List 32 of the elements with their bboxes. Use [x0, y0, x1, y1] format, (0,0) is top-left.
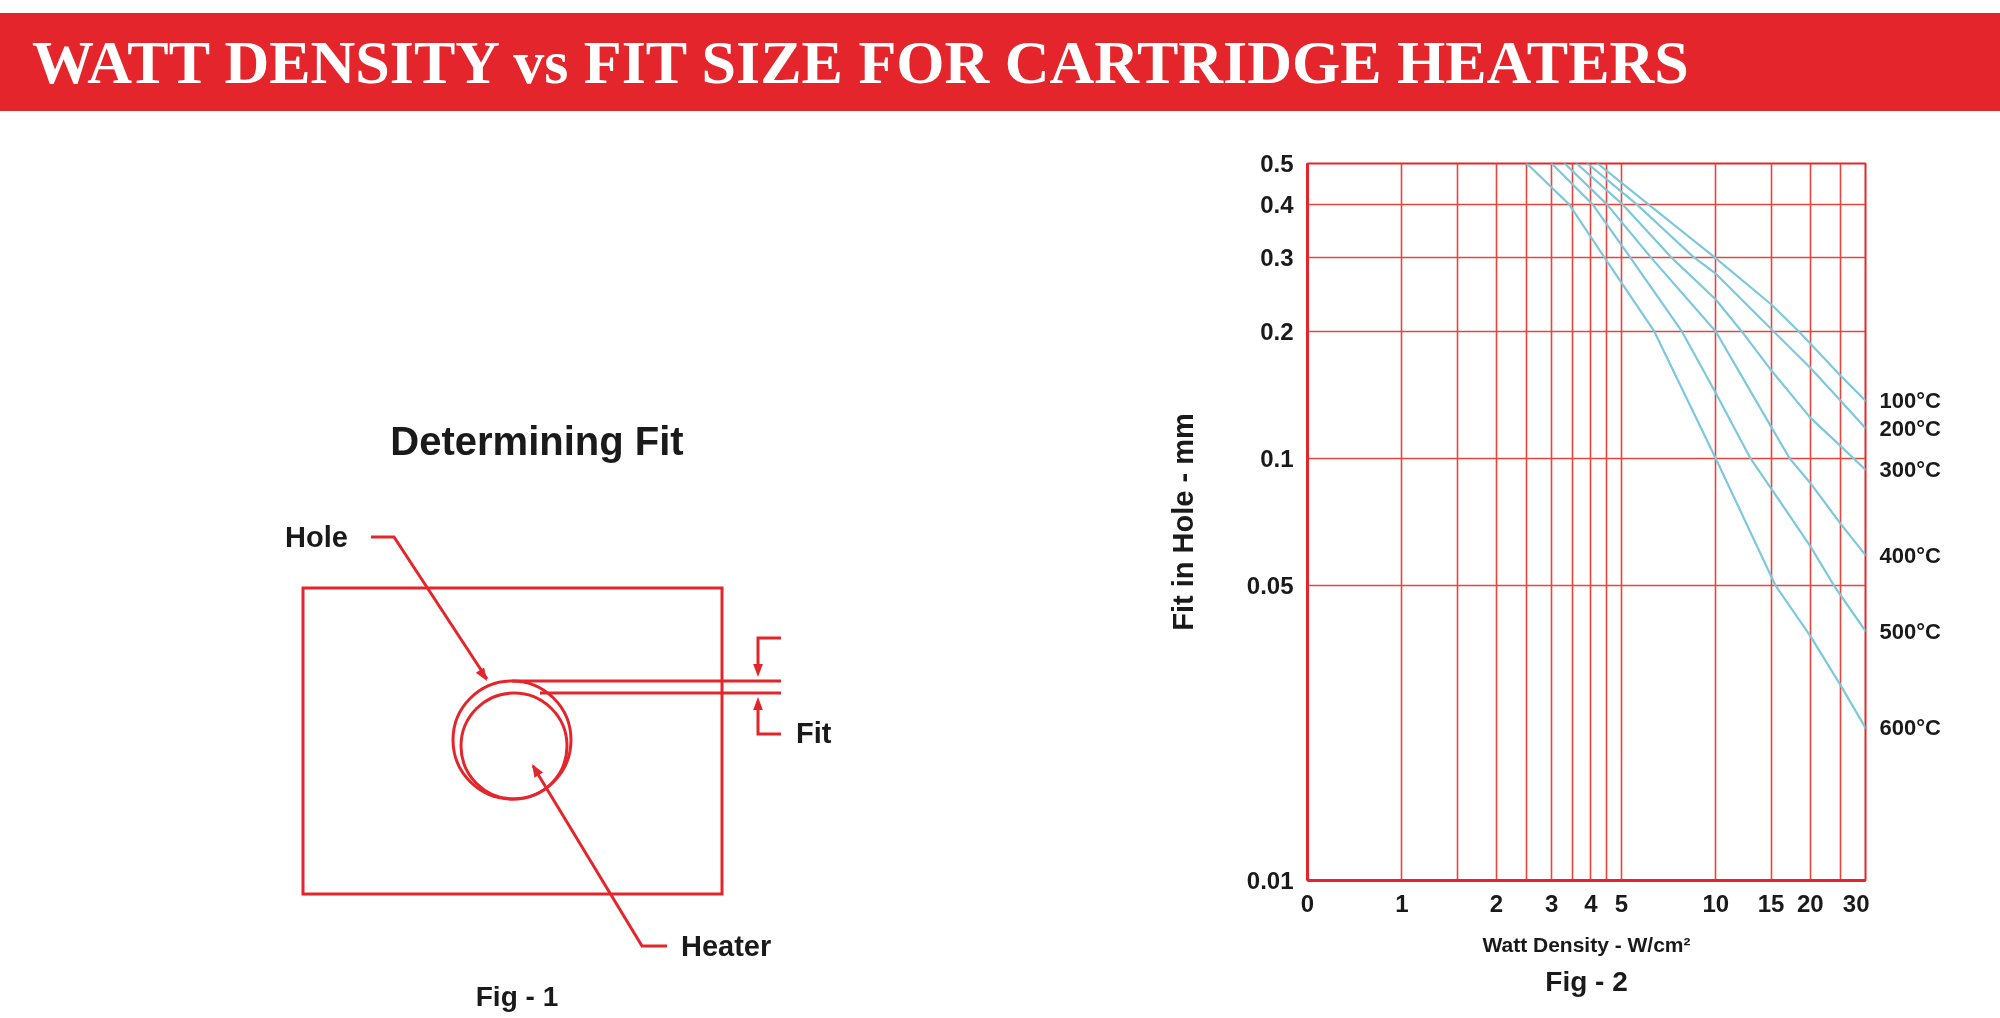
x-tick-label: 20: [1796, 889, 1824, 917]
series-label: 400°C: [1879, 542, 1941, 568]
y-tick-label: 0.1: [1260, 444, 1294, 472]
series-label: 600°C: [1879, 715, 1941, 741]
x-tick-label: 3: [1545, 889, 1559, 917]
y-tick-label: 0.5: [1260, 150, 1294, 177]
text: Hole: [285, 521, 348, 553]
x-tick-label: 10: [1702, 889, 1730, 917]
text: Fig - 1: [475, 980, 559, 1012]
x-tick-label: 1: [1395, 889, 1409, 917]
y-tick-label: 0.3: [1260, 243, 1294, 271]
series-label: 100°C: [1879, 388, 1941, 414]
text: Fit: [796, 717, 832, 749]
text: Determining Fit: [390, 419, 684, 463]
chart-title: WATT DENSITY vs FIT SIZE FOR CARTRIDGE HEATERS: [0, 13, 2000, 111]
series-label: 500°C: [1879, 618, 1941, 644]
x-tick-label: 15: [1757, 889, 1785, 917]
x-tick-label: 30: [1842, 889, 1870, 917]
y-axis-title: Fit in Hole - mm: [1166, 413, 1199, 631]
text: Fig - 2: [1545, 965, 1628, 997]
x-axis-title: Watt Density - W/cm²: [1482, 932, 1691, 956]
y-tick-label: 0.05: [1246, 572, 1294, 600]
x-tick-label: 2: [1489, 889, 1504, 917]
series-label: 300°C: [1879, 457, 1941, 483]
y-tick-label: 0.2: [1260, 317, 1294, 345]
x-tick-label: 5: [1614, 889, 1628, 917]
series-label: 200°C: [1879, 415, 1941, 441]
x-tick-label: 4: [1584, 889, 1599, 917]
y-tick-label: 0.01: [1246, 867, 1294, 894]
x-tick-label: 0: [1300, 889, 1315, 917]
text: Heater: [681, 930, 772, 962]
y-tick-label: 0.4: [1260, 190, 1295, 218]
